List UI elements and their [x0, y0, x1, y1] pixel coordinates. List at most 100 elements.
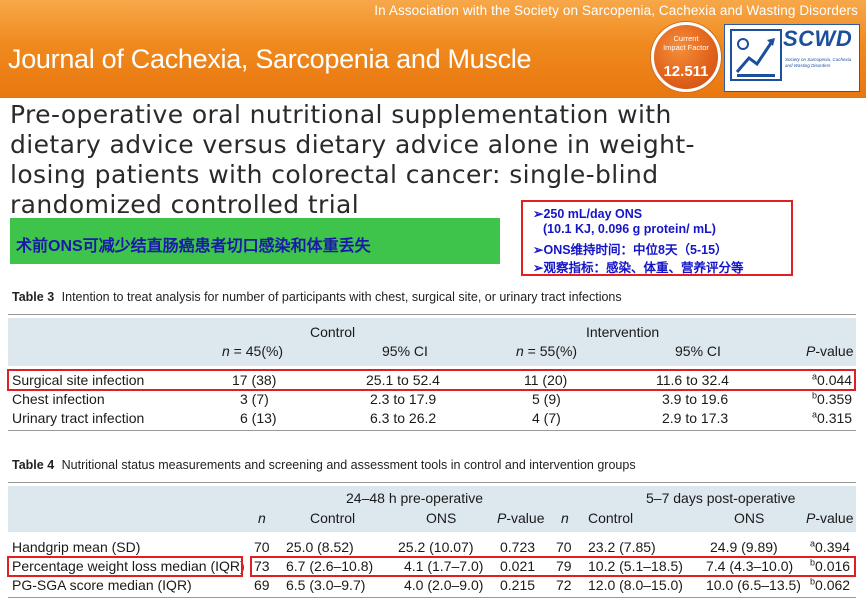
scwd-logo: SCWD Society on Sarcopenia, Cachexia and… — [724, 24, 860, 92]
p-rest: -value — [815, 343, 854, 359]
row-name: Percentage weight loss median (IQR) — [12, 558, 245, 574]
row-p: b0.359 — [812, 391, 852, 407]
row-int-ci: 2.9 to 17.3 — [662, 410, 729, 426]
table3-caption: Table 3 Intention to treat analysis for … — [12, 290, 622, 304]
table4-group-post: 5–7 days post-operative — [646, 490, 796, 506]
row-pre-control: 6.5 (3.0–9.7) — [286, 577, 366, 593]
table4-label: Table 4 — [12, 458, 55, 472]
p-value: 0.394 — [815, 539, 851, 555]
p-superscript: b — [810, 576, 816, 587]
journal-banner: In Association with the Society on Sarco… — [0, 0, 866, 98]
row-pre-n: 73 — [254, 558, 270, 574]
note-line-outcomes: ➢观察指标：感染、体重、营养评分等 — [533, 261, 744, 275]
note-line-composition: (10.1 KJ, 0.096 g protein/ mL) — [543, 222, 716, 236]
article-title-line: randomized controlled trial — [10, 190, 360, 219]
row-control-n: 3 (7) — [240, 391, 269, 407]
ons-note-box: ➢250 mL/day ONS (10.1 KJ, 0.096 g protei… — [521, 200, 793, 276]
row-post-n: 79 — [556, 558, 572, 574]
table3-col-ci-control: 95% CI — [382, 343, 428, 359]
table3-caption-text: Intention to treat analysis for number o… — [61, 290, 622, 304]
row-pre-n: 70 — [254, 539, 270, 555]
table3-col-ci-intervention: 95% CI — [675, 343, 721, 359]
row-pre-n: 69 — [254, 577, 270, 593]
p-italic: P — [806, 510, 816, 526]
chinese-summary-text: 术前ONS可减少结直肠癌患者切口感染和体重丢失 — [16, 238, 371, 255]
n-rest: = 45(%) — [229, 343, 284, 359]
p-value: 0.062 — [815, 577, 851, 593]
table4-caption-text: Nutritional status measurements and scre… — [61, 458, 636, 472]
row-post-control: 23.2 (7.85) — [588, 539, 656, 555]
row-pre-ons: 4.1 (1.7–7.0) — [404, 558, 484, 574]
n-italic: n — [222, 343, 230, 359]
article-title-line: dietary advice versus dietary advice alo… — [10, 130, 695, 159]
row-int-n: 11 (20) — [524, 372, 568, 388]
note-line-dose: ➢250 mL/day ONS — [533, 207, 643, 221]
table3-col-n-intervention: n = 55(%) — [516, 343, 577, 359]
row-pre-control: 25.0 (8.52) — [286, 539, 354, 555]
row-control-n: 17 (38) — [232, 372, 277, 388]
row-post-n: 72 — [556, 577, 572, 593]
table4-col-p-post: P-value — [806, 510, 853, 526]
row-pre-p: 0.723 — [500, 539, 536, 555]
row-post-control: 10.2 (5.1–18.5) — [588, 558, 683, 574]
row-control-ci: 6.3 to 26.2 — [370, 410, 437, 426]
row-post-p: b0.062 — [810, 577, 850, 593]
table4-top-rule — [8, 482, 856, 483]
table4-col-p-pre: P-value — [497, 510, 544, 526]
weight-loss-label-highlight — [7, 556, 243, 577]
row-control-ci: 2.3 to 17.9 — [370, 391, 437, 407]
surgical-site-highlight — [7, 369, 856, 391]
row-pre-control: 6.7 (2.6–10.8) — [286, 558, 374, 574]
scwd-full-name: Society on Sarcopenia, Cachexia and Wast… — [785, 57, 852, 68]
n-italic: n — [516, 343, 524, 359]
row-post-p: a0.394 — [810, 539, 850, 555]
row-control-n: 6 (13) — [240, 410, 277, 426]
article-title-line: Pre-operative oral nutritional supplemen… — [10, 100, 672, 129]
article-title: Pre-operative oral nutritional supplemen… — [10, 100, 860, 220]
table3-col-n-control: n = 45(%) — [222, 343, 283, 359]
table3-group-control: Control — [310, 324, 356, 340]
table3-group-intervention: Intervention — [586, 324, 660, 340]
row-control-ci: 25.1 to 52.4 — [366, 372, 440, 388]
p-superscript: a — [812, 409, 818, 420]
row-post-control: 12.0 (8.0–15.0) — [588, 577, 683, 593]
row-pre-p: 0.215 — [500, 577, 536, 593]
table3-col-p: P-value — [806, 343, 853, 359]
journal-title: Journal of Cachexia, Sarcopenia and Musc… — [8, 44, 532, 74]
table3-label: Table 3 — [12, 290, 55, 304]
row-post-n: 70 — [556, 539, 572, 555]
table4-col-n-post: n — [561, 510, 569, 526]
chinese-summary-box: 术前ONS可减少结直肠癌患者切口感染和体重丢失 — [10, 218, 500, 264]
impact-label-current: Current — [673, 34, 699, 43]
row-int-ci: 3.9 to 19.6 — [662, 391, 729, 407]
table4-col-control-post: Control — [588, 510, 634, 526]
n-italic: n — [561, 510, 569, 526]
p-italic: P — [497, 510, 507, 526]
row-p: a0.315 — [812, 410, 852, 426]
p-rest: -value — [506, 510, 545, 526]
row-post-ons: 7.4 (4.3–10.0) — [706, 558, 794, 574]
p-superscript: a — [810, 538, 816, 549]
n-rest: = 55(%) — [523, 343, 578, 359]
row-int-n: 5 (9) — [532, 391, 561, 407]
weight-loss-values-highlight — [250, 556, 856, 577]
p-superscript: b — [812, 390, 818, 401]
row-name: Handgrip mean (SD) — [12, 539, 141, 555]
row-int-n: 4 (7) — [532, 410, 561, 426]
row-pre-p: 0.021 — [500, 558, 536, 574]
impact-label-factor: Impact Factor — [663, 43, 709, 52]
p-italic: P — [806, 343, 816, 359]
table4-caption: Table 4 Nutritional status measurements … — [12, 458, 636, 472]
impact-factor-value: 12.511 — [663, 63, 709, 80]
row-post-ons: 10.0 (6.5–13.5) — [706, 577, 801, 593]
row-pre-ons: 25.2 (10.07) — [398, 539, 474, 555]
table4-col-n-pre: n — [258, 510, 266, 526]
p-value: 0.315 — [817, 410, 853, 426]
table4-col-ons-post: ONS — [734, 510, 765, 526]
article-title-line: losing patients with colorectal cancer: … — [10, 160, 659, 189]
note-line-duration: ➢ONS维持时间：中位8天（5-15） — [533, 243, 728, 257]
table3-header — [8, 318, 856, 366]
impact-factor-badge: Current Impact Factor 12.511 — [651, 22, 721, 92]
p-superscript: a — [812, 371, 818, 382]
table3-top-rule — [8, 314, 856, 315]
